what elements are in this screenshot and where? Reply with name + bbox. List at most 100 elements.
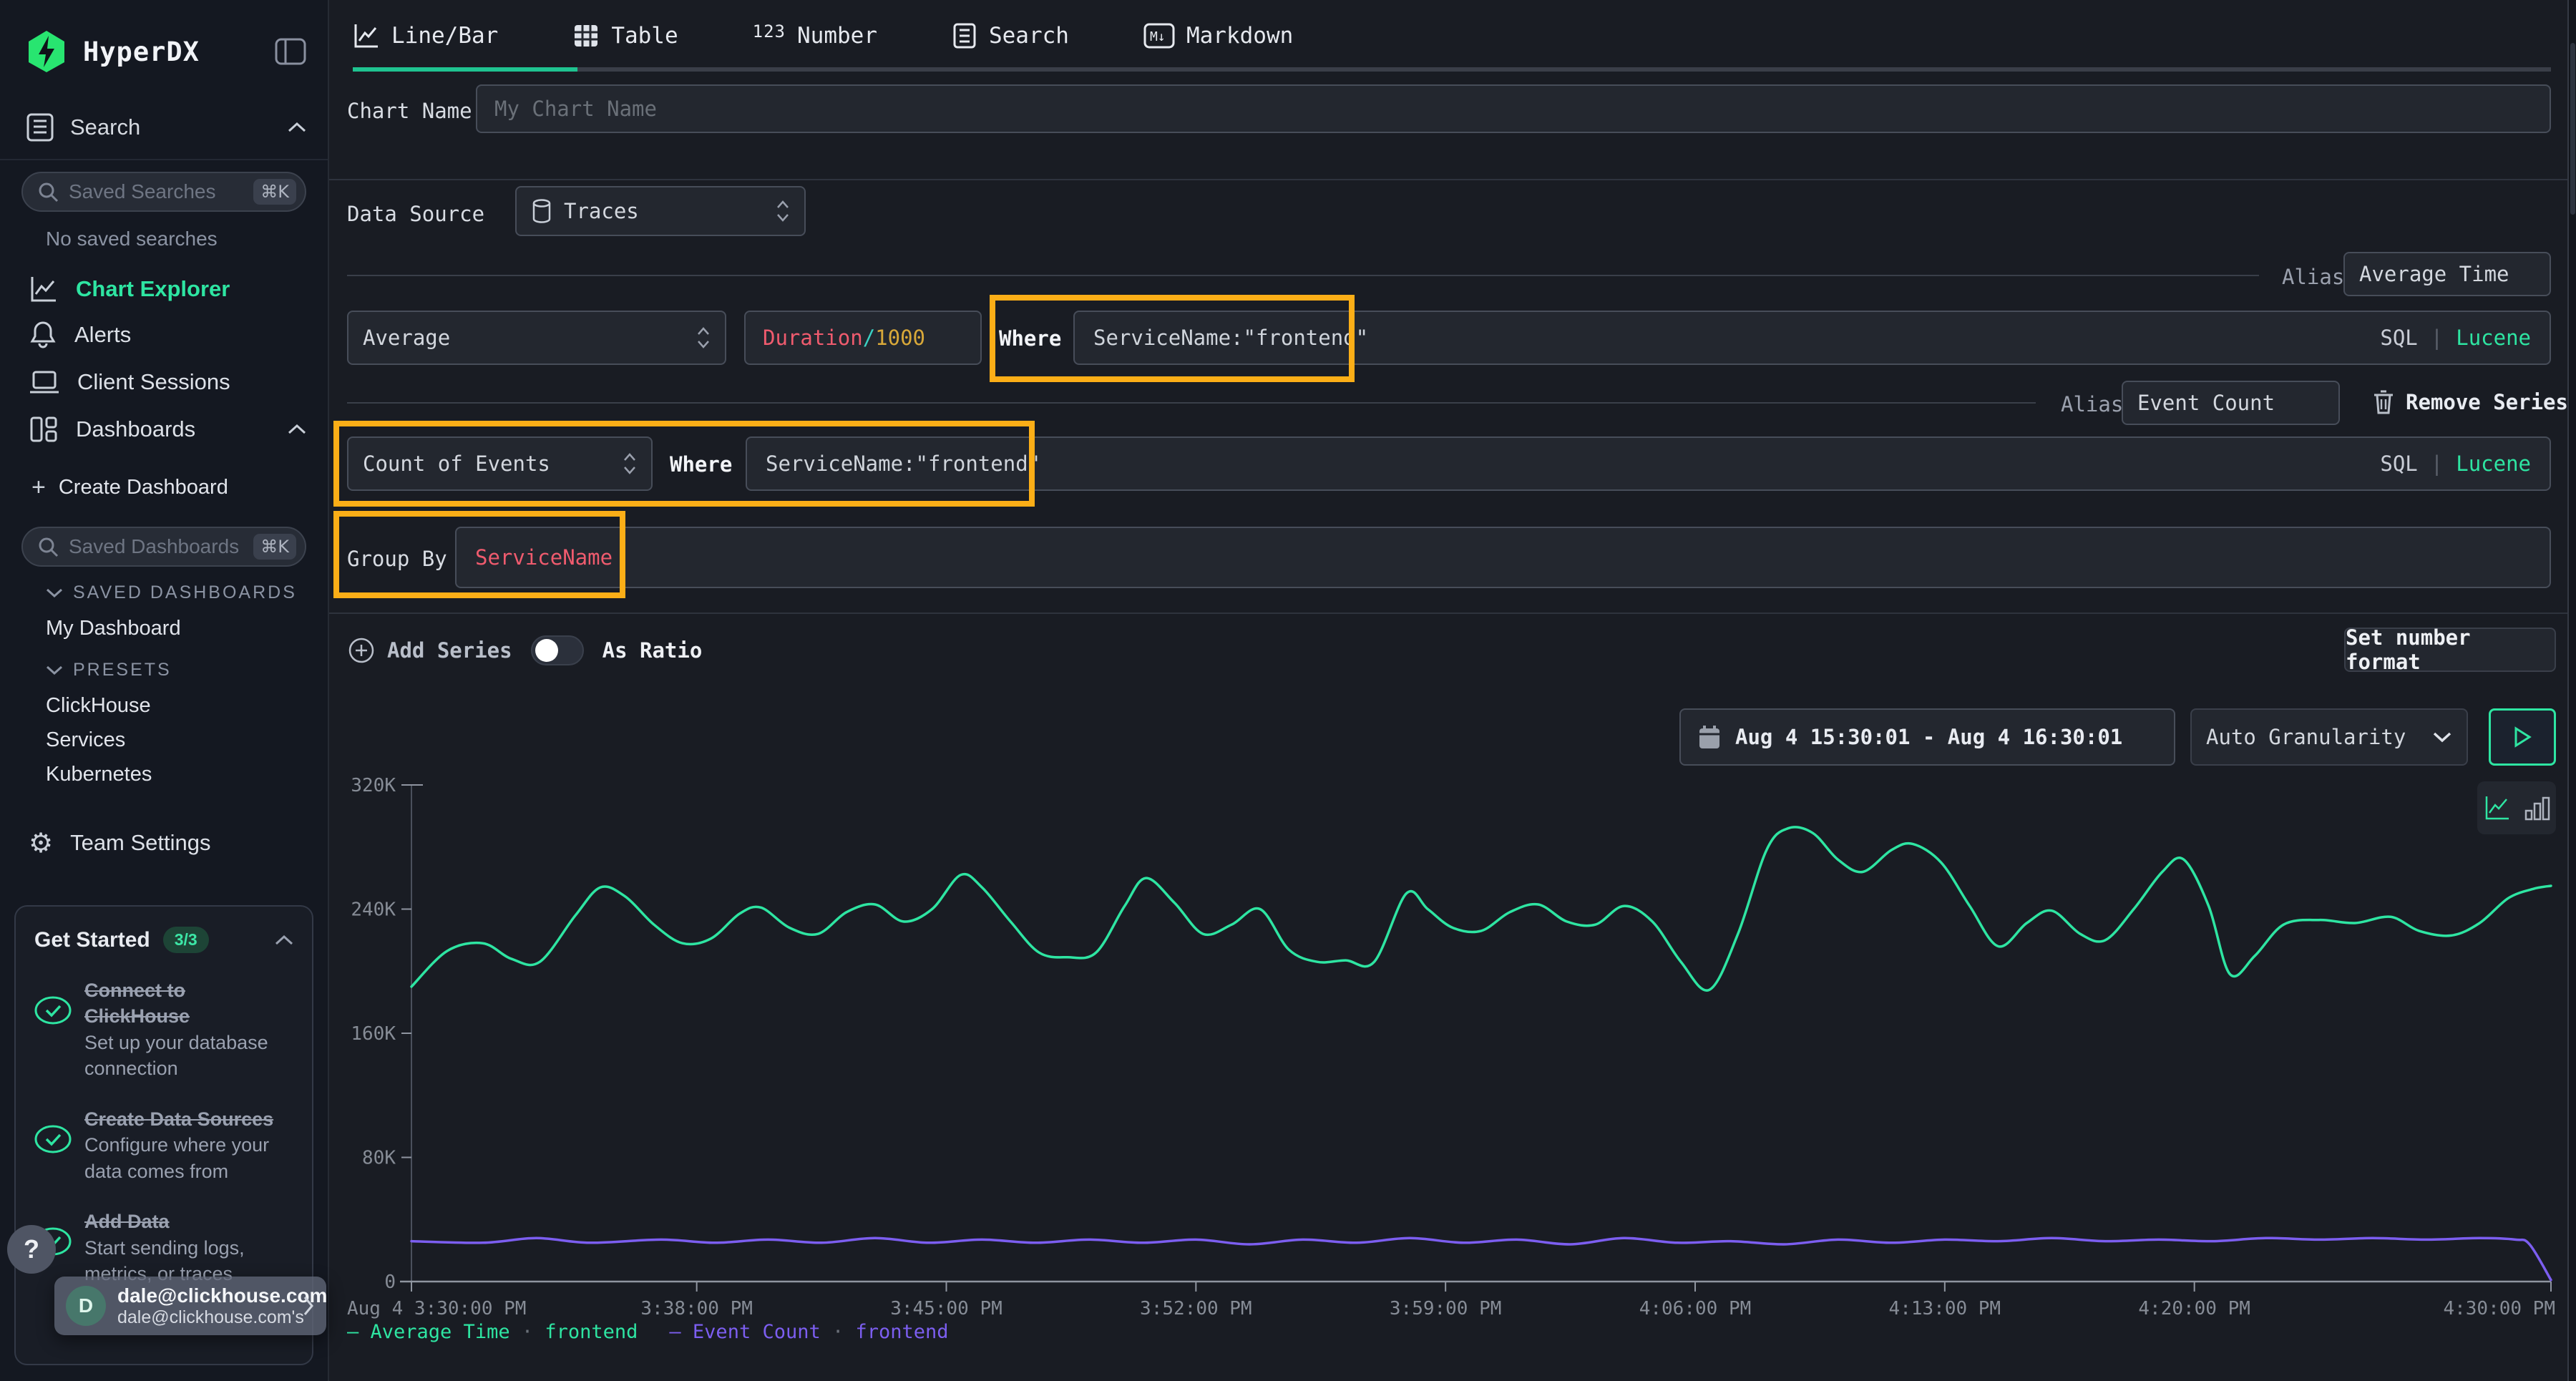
create-dashboard-button[interactable]: + Create Dashboard	[31, 474, 228, 502]
sql-mode-button[interactable]: SQL	[2380, 326, 2418, 350]
saved-searches-input[interactable]	[69, 180, 254, 203]
time-range-picker[interactable]: Aug 4 15:30:01 - Aug 4 16:30:01	[1679, 708, 2175, 766]
sidebar-item-alerts[interactable]: Alerts	[29, 316, 306, 353]
saved-searches-search[interactable]: ⌘K	[21, 172, 306, 212]
step-title: Connect to ClickHouse	[84, 980, 190, 1028]
user-email: dale@clickhouse.com	[117, 1284, 328, 1307]
set-number-format-button[interactable]: Set number format	[2344, 625, 2556, 674]
saved-dashboards-group[interactable]: SAVED DASHBOARDS	[46, 582, 297, 603]
step-desc: Configure where your data comes from	[84, 1134, 270, 1182]
get-started-step-connect[interactable]: Connect to ClickHouse Set up your databa…	[34, 977, 293, 1082]
check-circle-icon	[34, 996, 72, 1082]
sidebar-item-client-sessions[interactable]: Client Sessions	[29, 363, 306, 401]
sidebar-item-label: Team Settings	[70, 830, 211, 855]
series1-where-field[interactable]: ServiceName:"frontend" SQL | Lucene	[1073, 311, 2551, 365]
sidebar-item-my-dashboard[interactable]: My Dashboard	[46, 617, 181, 640]
saved-dashboards-input[interactable]	[69, 535, 254, 558]
tab-line-bar[interactable]: Line/Bar	[353, 0, 498, 72]
saved-dashboards-header: SAVED DASHBOARDS	[73, 582, 297, 602]
dashboards-icon	[29, 414, 59, 444]
get-started-step-sources[interactable]: Create Data Sources Configure where your…	[34, 1106, 293, 1184]
markdown-icon: M↓	[1143, 23, 1175, 49]
presets-group[interactable]: PRESETS	[46, 660, 172, 680]
preset-name: Kubernetes	[46, 763, 152, 786]
series2-alias-input[interactable]	[2137, 391, 2324, 415]
group-by-value: ServiceName	[475, 545, 613, 570]
sidebar-item-dashboards[interactable]: Dashboards	[29, 411, 306, 448]
expr-field: Duration	[763, 326, 863, 350]
main-content: Line/Bar Table 123 Number Search M↓ Mark…	[329, 0, 2576, 1381]
sidebar-item-kubernetes[interactable]: Kubernetes	[46, 763, 152, 786]
series1-alias-input[interactable]	[2359, 262, 2535, 286]
svg-text:160K: 160K	[351, 1023, 396, 1045]
timeseries-chart[interactable]: 0 80K 160K 240K 320K Aug 4 3:30:00 PM 3:38:00 …	[329, 758, 2576, 1381]
trash-icon	[2374, 390, 2393, 414]
as-ratio-toggle[interactable]	[530, 635, 584, 665]
tab-label: Search	[988, 23, 1069, 49]
sidebar-item-services[interactable]: Services	[46, 728, 125, 752]
help-button[interactable]: ?	[7, 1225, 56, 1274]
bar-view-icon[interactable]	[2524, 794, 2550, 822]
legend-item[interactable]: — Average Time · frontend	[347, 1321, 638, 1343]
tab-markdown[interactable]: M↓ Markdown	[1143, 0, 1293, 72]
chevron-up-icon[interactable]	[275, 935, 293, 945]
alias-label: Alias	[2282, 265, 2345, 289]
chart-name-input[interactable]	[494, 97, 2532, 121]
series2-alias-field[interactable]	[2122, 381, 2340, 425]
collapse-sidebar-icon[interactable]	[275, 38, 306, 65]
lucene-mode-button[interactable]: Lucene	[2456, 452, 2531, 476]
tab-table[interactable]: Table	[572, 0, 678, 72]
number-123-icon: 123	[752, 21, 786, 42]
mode-separator: |	[2430, 326, 2444, 350]
cmd-k-shortcut: ⌘K	[253, 534, 296, 560]
mode-separator: |	[2430, 452, 2444, 476]
divider	[329, 613, 2576, 614]
svg-text:80K: 80K	[362, 1148, 396, 1169]
granularity-select[interactable]: Auto Granularity	[2190, 708, 2468, 766]
sql-mode-button[interactable]: SQL	[2380, 452, 2418, 476]
search-icon	[39, 182, 59, 202]
series1-alias-field[interactable]	[2343, 252, 2551, 296]
divider	[329, 179, 2576, 180]
remove-series-label: Remove Series	[2406, 390, 2568, 414]
svg-text:4:06:00 PM: 4:06:00 PM	[1639, 1298, 1752, 1319]
add-series-button[interactable]: Add Series	[347, 636, 512, 665]
time-range-value: Aug 4 15:30:01 - Aug 4 16:30:01	[1735, 725, 2123, 749]
group-by-field[interactable]: ServiceName	[455, 527, 2551, 588]
lucene-mode-button[interactable]: Lucene	[2456, 326, 2531, 350]
get-started-title: Get Started	[34, 927, 150, 952]
chart-name-field[interactable]	[476, 84, 2551, 133]
tab-search[interactable]: Search	[952, 0, 1069, 72]
user-account-chip[interactable]: D dale@clickhouse.com dale@clickhouse.co…	[54, 1277, 328, 1335]
svg-text:0: 0	[384, 1272, 396, 1293]
svg-text:320K: 320K	[351, 775, 396, 796]
legend-item[interactable]: — Event Count · frontend	[669, 1321, 949, 1343]
run-query-button[interactable]	[2489, 708, 2556, 766]
sidebar-item-team-settings[interactable]: ⚙ Team Settings	[29, 824, 306, 862]
tab-number[interactable]: 123 Number	[753, 0, 877, 72]
divider	[0, 159, 328, 160]
get-started-step-add-data[interactable]: Add Data Start sending logs, metrics, or…	[34, 1209, 293, 1287]
plus-icon: +	[31, 474, 46, 501]
preset-name: Services	[46, 728, 126, 751]
scrollbar[interactable]	[2567, 0, 2576, 1381]
sidebar-item-chart-explorer[interactable]: Chart Explorer	[29, 270, 306, 308]
remove-series-button[interactable]: Remove Series	[2373, 389, 2568, 415]
saved-dashboards-search[interactable]: ⌘K	[21, 527, 306, 567]
data-source-select[interactable]: Traces	[515, 186, 806, 236]
series1-where-value: ServiceName:"frontend"	[1093, 326, 1369, 350]
scrollbar-thumb[interactable]	[2570, 43, 2575, 215]
sidebar-section-search[interactable]: Search	[26, 109, 306, 146]
calendar-icon	[1699, 726, 1719, 748]
cmd-k-shortcut: ⌘K	[253, 179, 296, 205]
line-view-icon[interactable]	[2483, 794, 2512, 822]
sidebar-item-clickhouse[interactable]: ClickHouse	[46, 694, 151, 718]
toggle-knob	[535, 639, 558, 662]
series2-aggregation-select[interactable]: Count of Events	[347, 436, 653, 491]
chart-legend: — Average Time · frontend — Event Count ·…	[347, 1321, 980, 1343]
series2-where-field[interactable]: ServiceName:"frontend" SQL | Lucene	[746, 436, 2551, 491]
chevron-up-icon	[288, 122, 306, 132]
table-icon	[575, 25, 598, 47]
series1-expression-field[interactable]: Duration/1000	[744, 311, 982, 365]
series1-aggregation-select[interactable]: Average	[347, 311, 726, 365]
